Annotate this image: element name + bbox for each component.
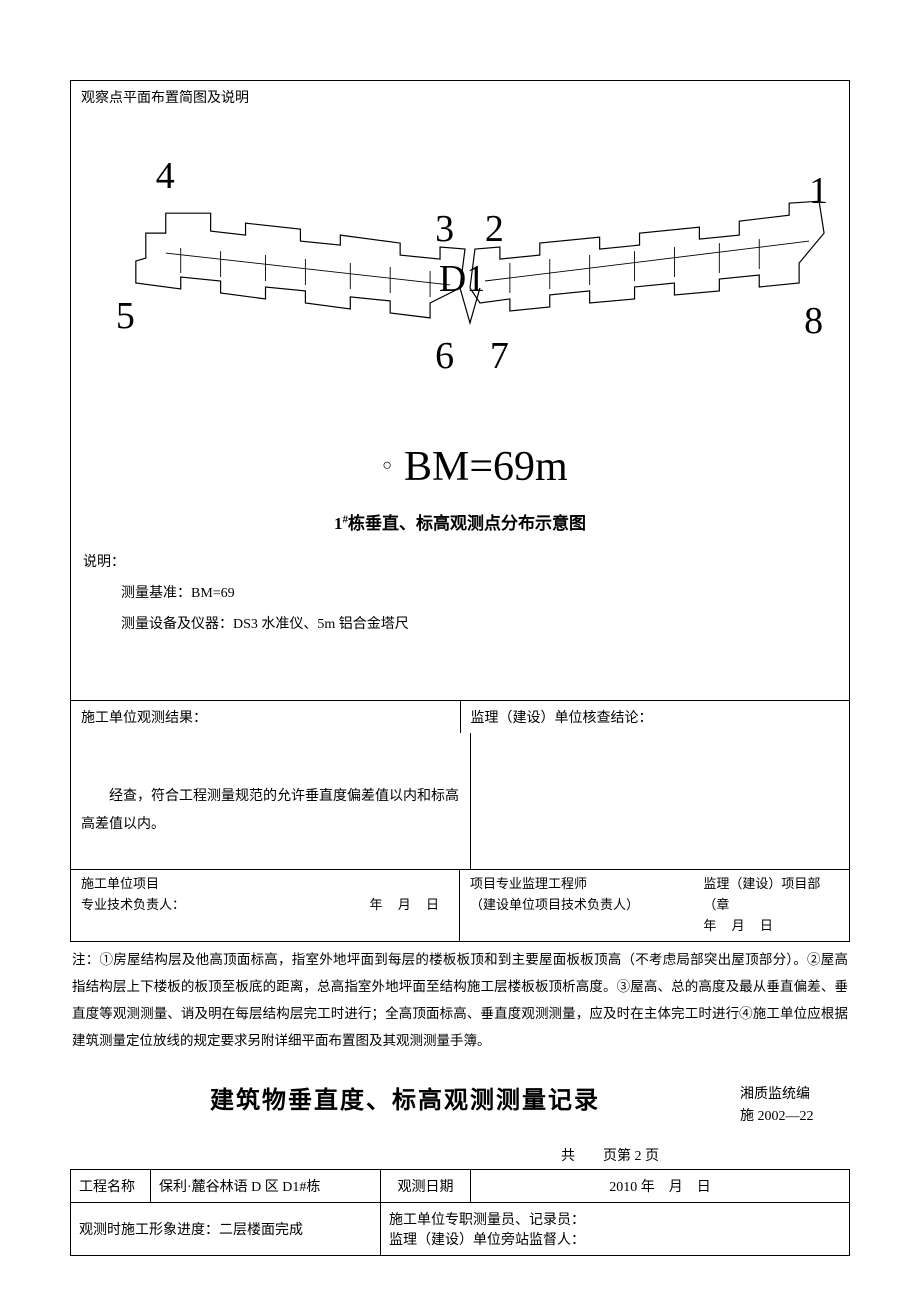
diagram-caption: 1#栋垂直、标高观测点分布示意图 — [71, 501, 849, 548]
sig-right-date: 年 月 日 — [703, 916, 839, 937]
document-code: 湘质监统编 施 2002—22 — [740, 1080, 850, 1129]
sig-right-line1: 监理（建设）项目部（章 — [703, 874, 839, 916]
center-label: D1 — [439, 258, 485, 300]
signature-row: 施工单位项目 专业技术负责人： 年 月 日 项目专业监理工程师 （建设单位项目技… — [71, 869, 849, 940]
point-5: 5 — [116, 295, 135, 337]
explanation-block: 说明： 测量基准：BM=69 测量设备及仪器：DS3 水准仪、5m 铝合金塔尺 — [71, 548, 849, 700]
floorplan-diagram: 4 5 3 2 6 7 1 8 D1 — [71, 113, 849, 443]
result-header-row: 施工单位观测结果： 监理（建设）单位核查结论： — [71, 700, 849, 733]
page-number: 共 页第 2 页 — [70, 1139, 850, 1169]
sig-left-date: 年 月 日 — [369, 895, 449, 916]
result-left-label: 施工单位观测结果： — [71, 701, 461, 733]
title2-row: 建筑物垂直度、标高观测测量记录 湘质监统编 施 2002—22 — [70, 1062, 850, 1139]
info-table: 工程名称 保利·麓谷林语 D 区 D1#栋 观测日期 2010 年 月 日 观测… — [70, 1169, 850, 1256]
floorplan-svg: 4 5 3 2 6 7 1 8 D1 — [71, 113, 849, 443]
sig-left-line1: 施工单位项目 — [81, 874, 449, 895]
date-label: 观测日期 — [381, 1169, 471, 1202]
result-right-label: 监理（建设）单位核查结论： — [461, 701, 850, 733]
point-3: 3 — [435, 208, 454, 250]
bm-value: BM=69m — [404, 444, 568, 490]
point-8: 8 — [804, 300, 823, 342]
point-4: 4 — [156, 155, 175, 197]
date-value: 2010 年 月 日 — [471, 1169, 850, 1202]
sig-mid-line2: （建设单位项目技术负责人） — [470, 895, 683, 916]
progress-cell: 观测时施工形象进度：二层楼面完成 — [71, 1202, 381, 1255]
staff-cell: 施工单位专职测量员、记录员： 监理（建设）单位旁站监督人： — [381, 1202, 850, 1255]
proj-value: 保利·麓谷林语 D 区 D1#栋 — [151, 1169, 381, 1202]
sig-left-line2: 专业技术负责人： — [81, 895, 185, 916]
document-title-2: 建筑物垂直度、标高观测测量记录 — [70, 1080, 740, 1115]
proj-label: 工程名称 — [71, 1169, 151, 1202]
diagram-section-header: 观察点平面布置简图及说明 — [71, 81, 849, 113]
result-body-row: 经查，符合工程测量规范的允许垂直度偏差值以内和标高高差值以内。 — [71, 733, 849, 869]
sig-mid-line1: 项目专业监理工程师 — [470, 874, 683, 895]
explain-line-1: 测量基准：BM=69 — [81, 579, 839, 610]
point-7: 7 — [490, 335, 509, 377]
point-6: 6 — [435, 335, 454, 377]
result-left-body: 经查，符合工程测量规范的允许垂直度偏差值以内和标高高差值以内。 — [71, 733, 471, 869]
observation-form-box: 观察点平面布置简图及说明 4 5 3 2 6 — [70, 80, 850, 942]
explain-label: 说明： — [83, 548, 839, 579]
point-1: 1 — [809, 170, 828, 212]
bm-marker-icon: ○ — [382, 457, 392, 475]
explain-line-2: 测量设备及仪器：DS3 水准仪、5m 铝合金塔尺 — [81, 610, 839, 641]
result-right-body — [471, 733, 850, 869]
footnotes: 注：①房屋结构层及他高顶面标高，指室外地坪面到每层的楼板板顶和到主要屋面板板顶高… — [70, 942, 850, 1062]
bm-label-row: ○ BM=69m — [71, 443, 849, 501]
point-2: 2 — [485, 208, 504, 250]
